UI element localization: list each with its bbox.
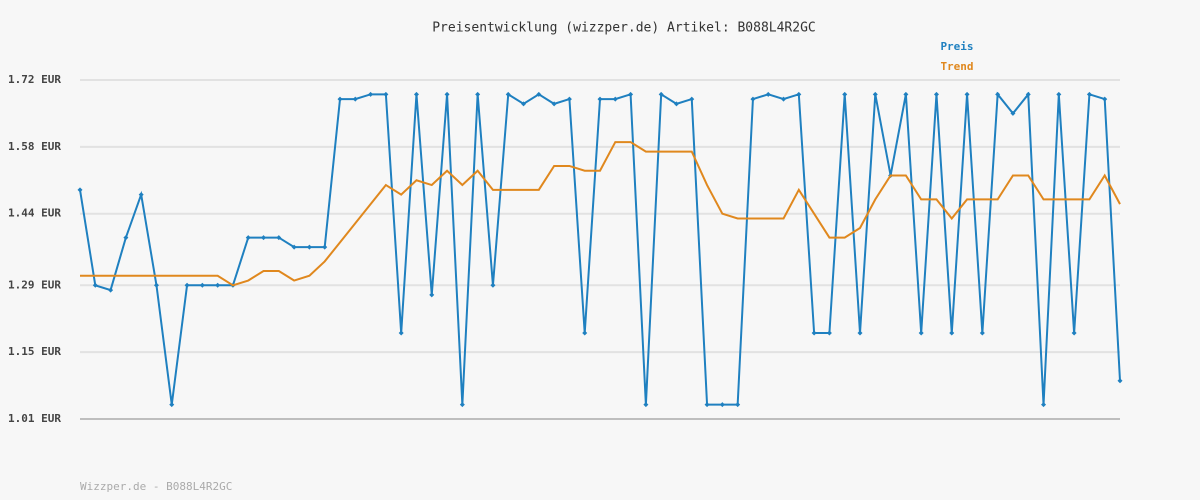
legend-label: Trend [940, 60, 973, 73]
point [1010, 110, 1016, 116]
point [872, 91, 878, 97]
point [306, 244, 312, 250]
point [750, 96, 756, 102]
point [597, 96, 603, 102]
point [903, 91, 909, 97]
y-tick-label: 1.29 EUR [8, 278, 61, 291]
point [291, 244, 297, 250]
point [658, 91, 664, 97]
point [352, 96, 358, 102]
point [383, 91, 389, 97]
legend-label: Preis [940, 40, 973, 53]
point [322, 244, 328, 250]
point [368, 91, 374, 97]
line-0 [79, 91, 1121, 406]
point [429, 292, 435, 298]
point [184, 282, 190, 288]
point [612, 96, 618, 102]
point [536, 91, 542, 97]
y-tick-label: 1.72 EUR [8, 73, 61, 86]
point [276, 235, 282, 241]
point [153, 282, 159, 288]
point [811, 330, 817, 336]
line-1 [80, 141, 1121, 287]
point [245, 235, 251, 241]
point [398, 330, 404, 336]
point [964, 91, 970, 97]
point [475, 91, 481, 97]
point [628, 91, 634, 97]
point [673, 101, 679, 107]
point [979, 330, 985, 336]
point [1102, 96, 1108, 102]
point [521, 101, 527, 107]
point [1071, 330, 1077, 336]
point [1117, 378, 1123, 384]
point [566, 96, 572, 102]
point [199, 282, 205, 288]
point [123, 235, 129, 241]
chart-title: Preisentwicklung (wizzper.de) Artikel: B… [432, 21, 816, 36]
point [215, 282, 221, 288]
point [413, 91, 419, 97]
y-tick-label: 1.44 EUR [8, 207, 61, 220]
point [796, 91, 802, 97]
point [643, 402, 649, 408]
point [551, 101, 557, 107]
point [995, 91, 1001, 97]
point [826, 330, 832, 336]
point [933, 91, 939, 97]
footer: Wizzper.de - B088L4R2GC [80, 480, 232, 493]
point [1025, 91, 1031, 97]
point [704, 402, 710, 408]
point [459, 402, 465, 408]
point [337, 96, 343, 102]
point [1086, 91, 1092, 97]
point [735, 402, 741, 408]
point [1056, 91, 1062, 97]
y-tick-label: 1.15 EUR [8, 345, 61, 358]
y-tick-label: 1.01 EUR [8, 412, 61, 425]
point [1041, 402, 1047, 408]
point [108, 287, 114, 293]
point [857, 330, 863, 336]
point [949, 330, 955, 336]
point [842, 91, 848, 97]
point [765, 91, 771, 97]
point [719, 402, 725, 408]
point [781, 96, 787, 102]
point [490, 282, 496, 288]
point [92, 282, 98, 288]
point [261, 235, 267, 241]
point [444, 91, 450, 97]
point [169, 402, 175, 408]
point [138, 192, 144, 198]
y-tick-label: 1.58 EUR [8, 140, 61, 153]
point [689, 96, 695, 102]
point [582, 330, 588, 336]
point [505, 91, 511, 97]
point [918, 330, 924, 336]
point [77, 187, 83, 193]
